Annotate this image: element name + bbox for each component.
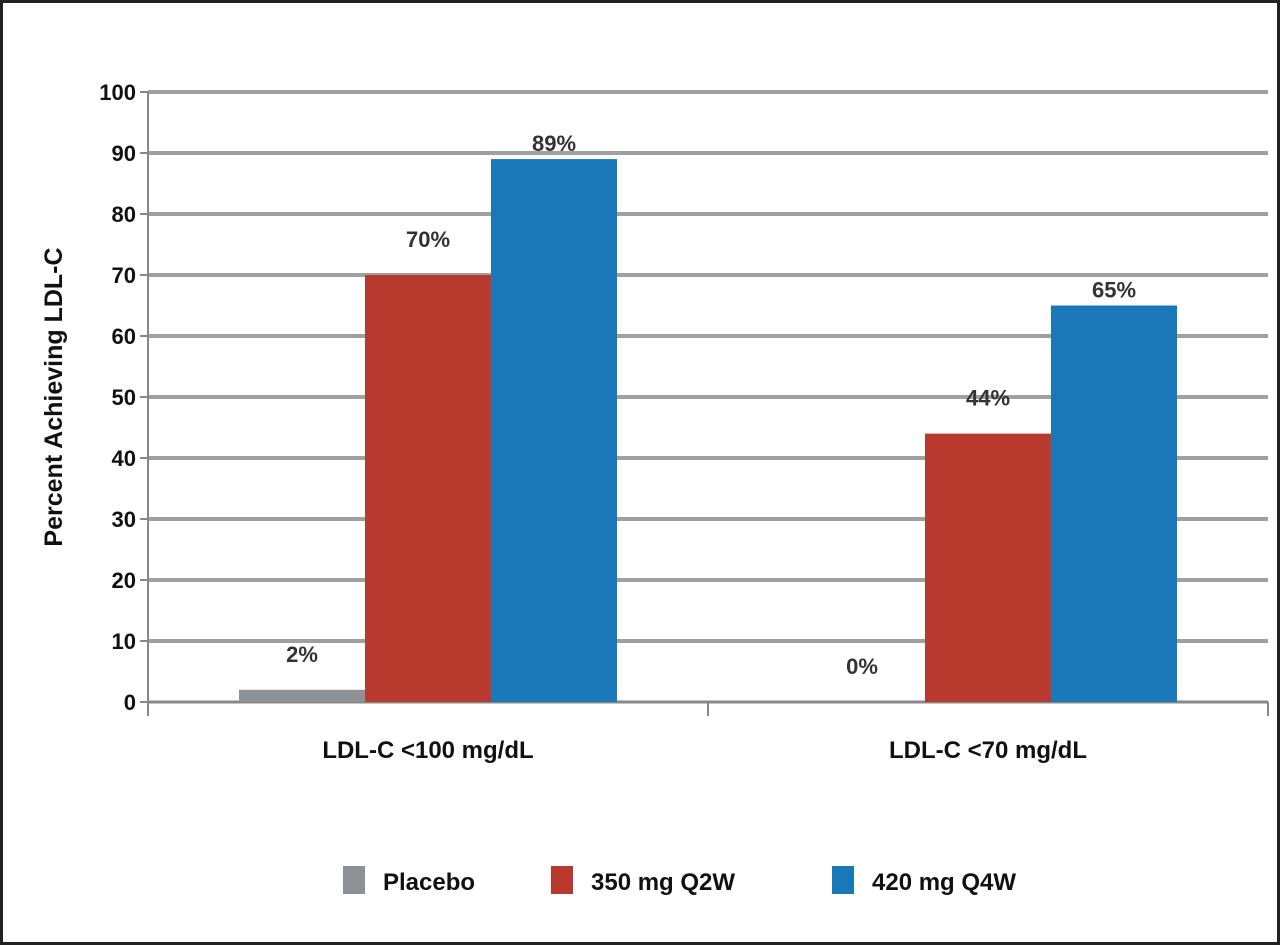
y-tick-label: 40 [112,446,136,471]
legend-label: 420 mg Q4W [872,869,1016,896]
legend-label: Placebo [383,869,475,896]
bar-350-mg-q2w [925,433,1051,702]
legend-swatch [551,866,573,894]
data-label: 89% [532,131,576,156]
data-label: 70% [406,227,450,252]
y-tick-label: 0 [124,690,136,715]
x-tick-label: LDL-C <70 mg/dL [889,737,1087,764]
data-label: 44% [966,386,1010,411]
data-label: 65% [1092,278,1136,303]
y-tick-label: 20 [112,568,136,593]
y-tick-label: 50 [112,385,136,410]
bar-420-mg-q4w [1051,305,1177,702]
legend-swatch [832,866,854,894]
y-tick-label: 60 [112,324,136,349]
legend: Placebo 350 mg Q2W 420 mg Q4W [343,866,1016,896]
data-label: 2% [286,642,318,667]
y-tick-label: 100 [99,80,136,105]
bar-350-mg-q2w [365,275,491,702]
bar-placebo [239,689,365,702]
x-tick-label: LDL-C <100 mg/dL [322,737,533,764]
y-tick-label: 10 [112,629,136,654]
y-tick-label: 90 [112,141,136,166]
y-tick-label: 70 [112,263,136,288]
data-label: 0% [846,654,878,679]
y-tick-label: 30 [112,507,136,532]
legend-label: 350 mg Q2W [591,869,735,896]
bar-420-mg-q4w [491,159,617,703]
y-axis-label: Percent Achieving LDL-C [40,247,68,546]
y-tick-label: 80 [112,202,136,227]
legend-swatch [343,866,365,894]
